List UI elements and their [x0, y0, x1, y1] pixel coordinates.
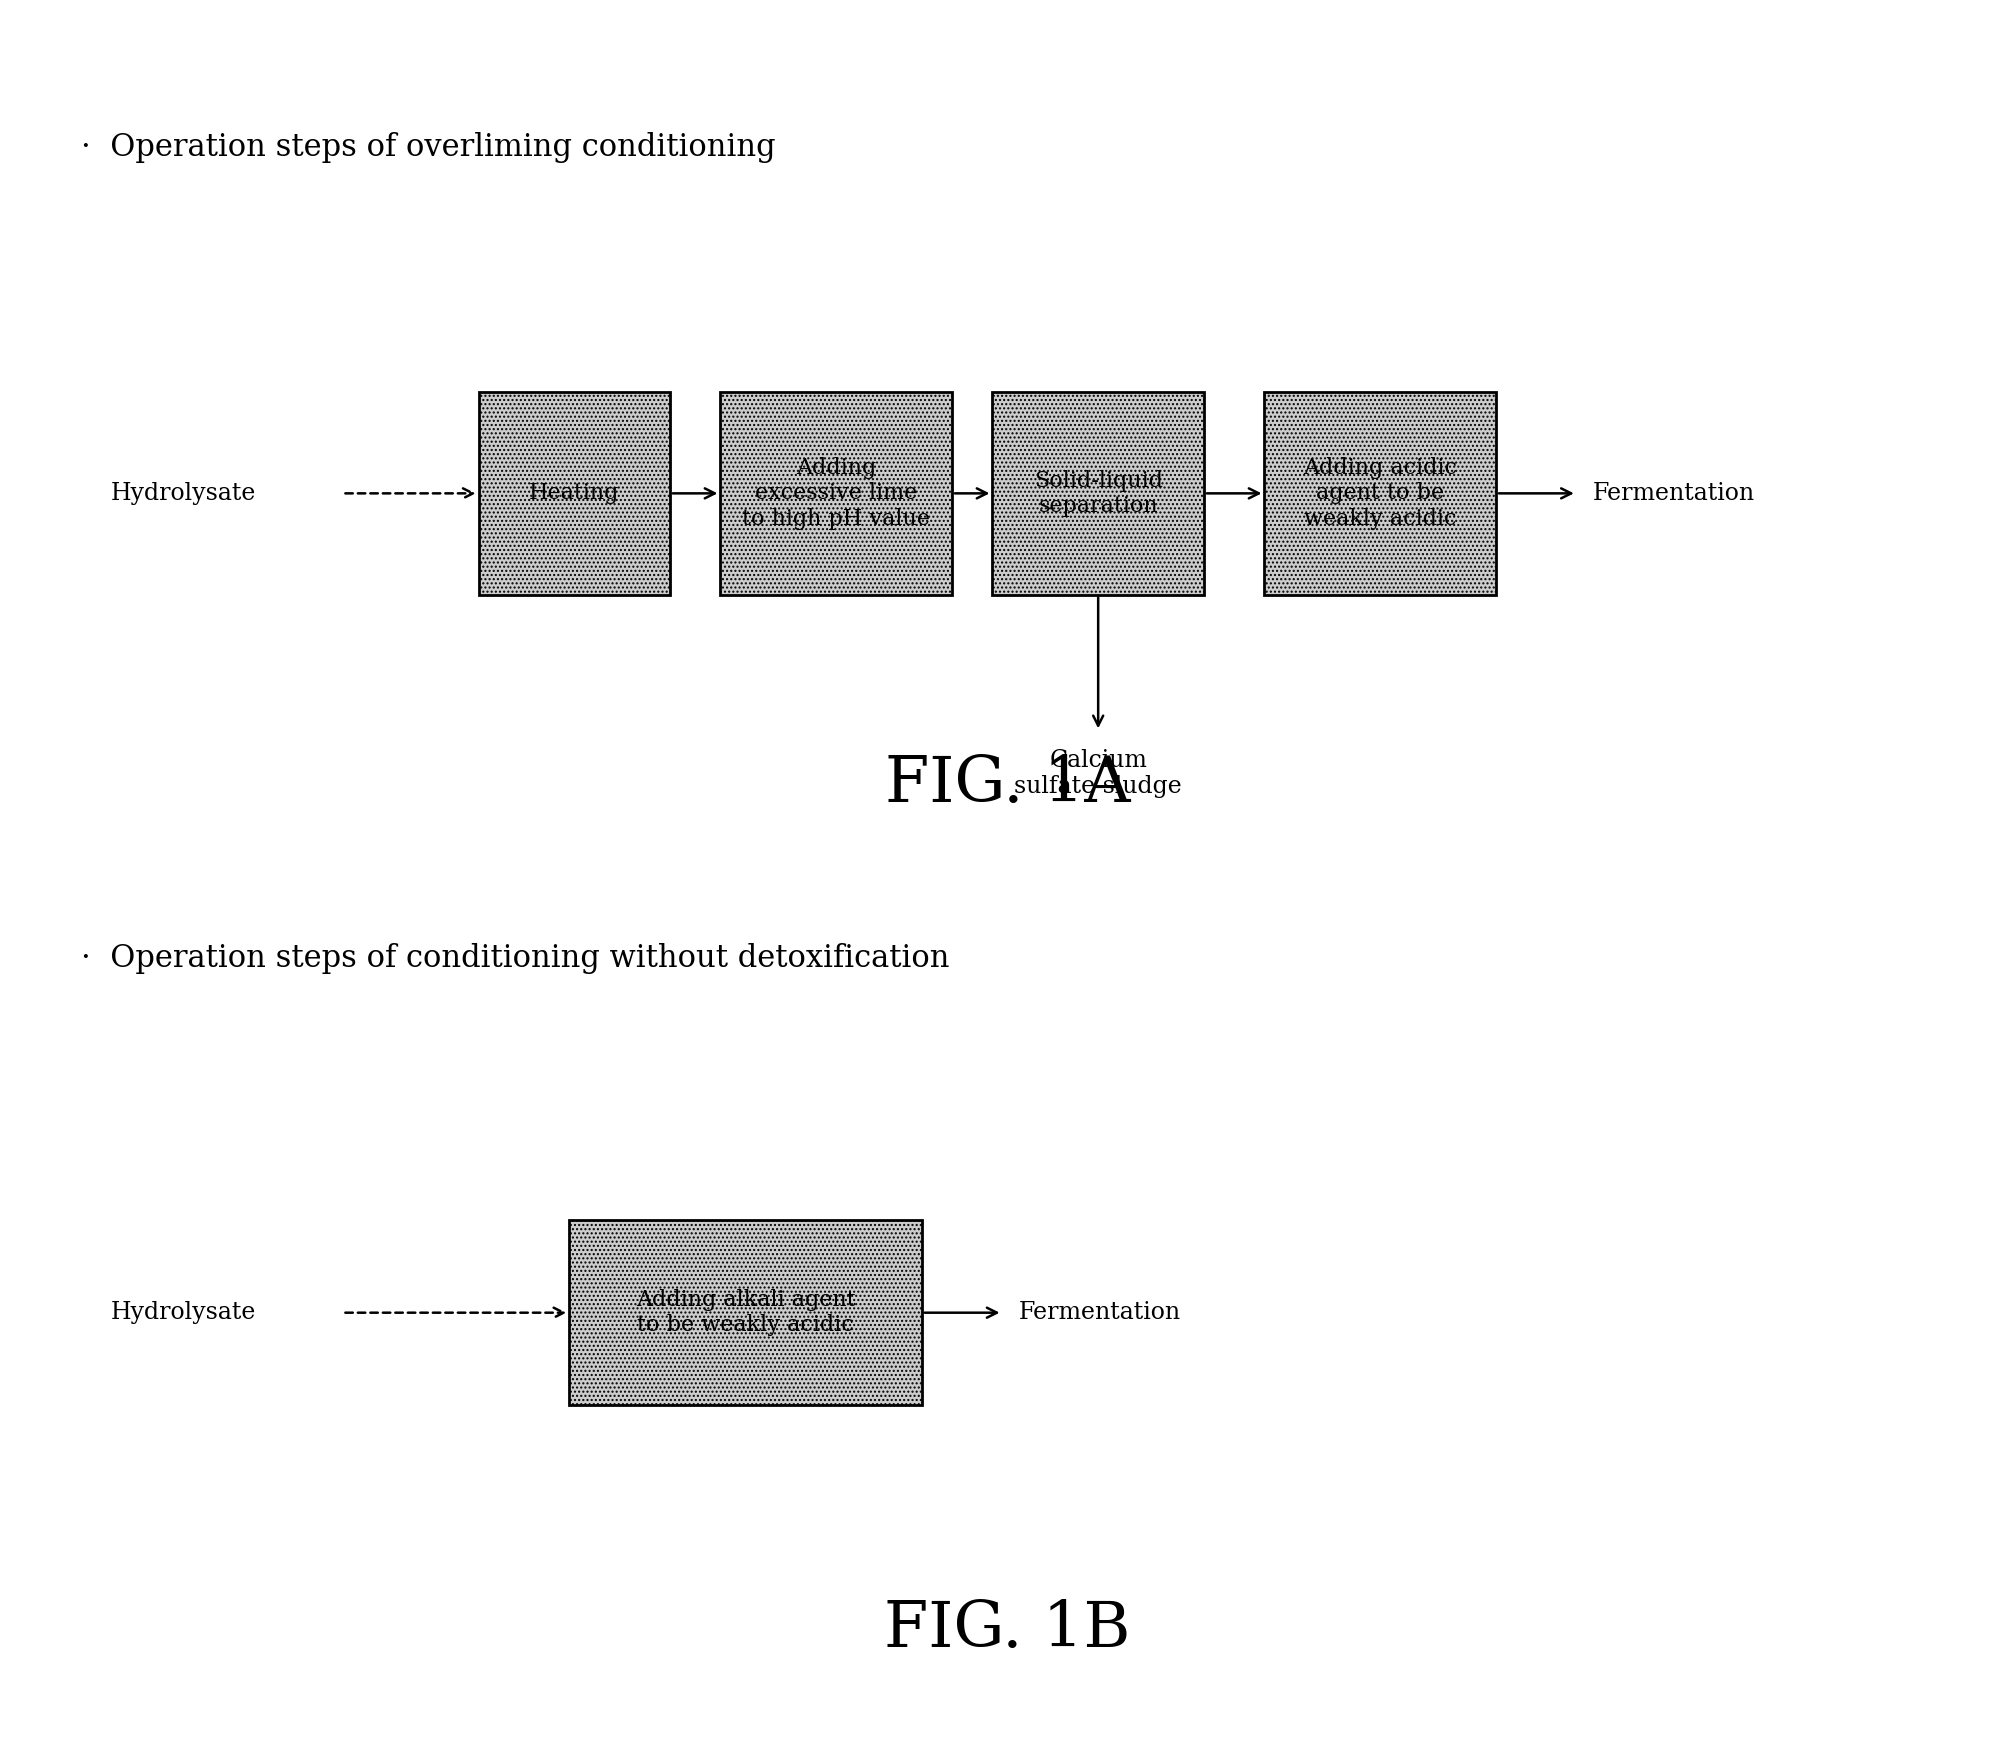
Text: ·  Operation steps of overliming conditioning: · Operation steps of overliming conditio… — [81, 132, 775, 164]
Bar — [568, 1221, 920, 1406]
Text: Heating: Heating — [530, 483, 618, 504]
Text: Adding alkali agent
to be weakly acidic: Adding alkali agent to be weakly acidic — [636, 1290, 854, 1336]
Text: ·  Operation steps of conditioning without detoxification: · Operation steps of conditioning withou… — [81, 943, 949, 974]
Text: Fermentation: Fermentation — [1593, 481, 1754, 506]
Text: Fermentation: Fermentation — [1017, 1300, 1180, 1325]
Text: FIG. 1A: FIG. 1A — [884, 754, 1130, 814]
Text: Adding
excessive lime
to high pH value: Adding excessive lime to high pH value — [741, 456, 930, 530]
Text: Calcium
sulfate sludge: Calcium sulfate sludge — [1013, 749, 1182, 798]
Text: FIG. 1B: FIG. 1B — [884, 1600, 1130, 1660]
Text: Solid-liquid
separation: Solid-liquid separation — [1033, 470, 1162, 516]
Bar — [993, 393, 1204, 596]
Text: Hydrolysate: Hydrolysate — [111, 481, 256, 506]
Bar — [479, 393, 671, 596]
Text: Adding acidic
agent to be
weakly acidic: Adding acidic agent to be weakly acidic — [1303, 456, 1456, 530]
Bar — [721, 393, 953, 596]
Text: Hydrolysate: Hydrolysate — [111, 1300, 256, 1325]
Bar — [1265, 393, 1494, 596]
